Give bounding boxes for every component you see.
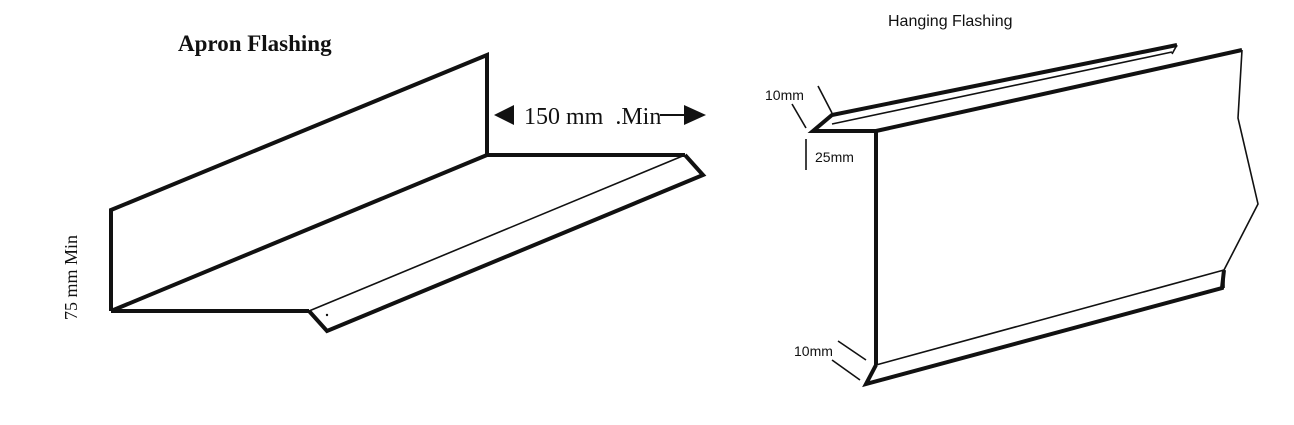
apron-flashing: Apron Flashing 150 mm .Min 75 mm Min <box>61 31 707 334</box>
hanging-top-hem <box>807 43 1178 133</box>
apron-drip-edge <box>307 153 707 334</box>
apron-fold-line <box>110 153 488 313</box>
hanging-top-fold-label: 10mm <box>765 87 804 103</box>
hanging-top-hem-inner <box>831 51 1173 125</box>
hanging-title: Hanging Flashing <box>888 13 1013 30</box>
apron-dim-arrow-left-icon <box>494 105 514 125</box>
hanging-bottom-fold-label: 10mm <box>794 343 833 359</box>
apron-dim-arrow-right-icon <box>684 105 706 125</box>
hanging-bottom-fold-leader <box>837 340 867 361</box>
hanging-top-fold-leader <box>817 85 833 114</box>
apron-width-label: 150 mm .Min <box>524 104 661 130</box>
apron-drip-fold <box>308 154 686 312</box>
hanging-bottom-fold <box>875 269 1225 366</box>
hanging-bottom-kick <box>862 269 1226 388</box>
hanging-flashing: Hanging Flashing 10mm 25mm 10mm <box>765 13 1259 388</box>
apron-height-label: 75 mm Min <box>61 235 81 320</box>
hanging-face-top-edge <box>875 48 1243 133</box>
hanging-top-hem-end <box>1171 44 1178 55</box>
apron-title: Apron Flashing <box>178 31 332 56</box>
apron-upstand-outline <box>109 52 489 311</box>
hanging-top-fold-leader-2 <box>791 103 807 129</box>
hanging-bottom-fold-leader-2 <box>831 359 861 381</box>
hanging-drop-label: 25mm <box>815 149 854 165</box>
apron-dot-mark <box>325 313 329 317</box>
hanging-face-right-edge <box>1223 49 1259 288</box>
